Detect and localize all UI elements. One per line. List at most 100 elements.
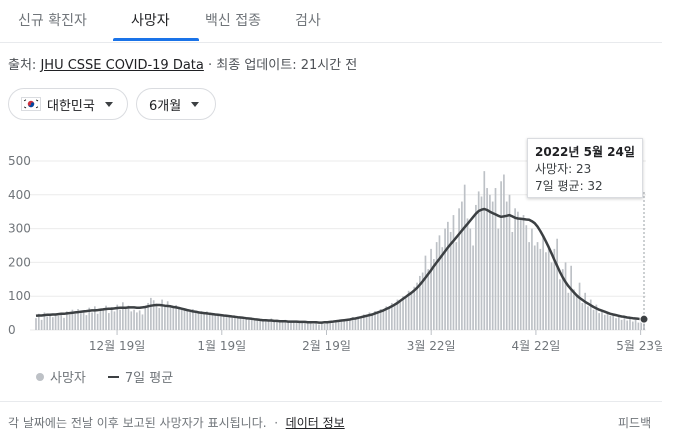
bar: [180, 309, 183, 330]
bar: [368, 312, 371, 330]
bar: [365, 315, 368, 330]
bar: [211, 313, 214, 330]
period-label: 6개월: [149, 98, 182, 114]
bar: [564, 262, 567, 330]
bar: [500, 181, 502, 330]
legend-avg: 7일 평균: [124, 371, 174, 386]
bar: [284, 319, 287, 330]
bar: [133, 309, 135, 330]
bar: [270, 318, 273, 330]
bar: [626, 320, 629, 330]
bar: [419, 275, 421, 330]
y-tick-label: 200: [8, 255, 31, 269]
bar: [312, 323, 315, 330]
bar: [441, 247, 444, 330]
bar: [374, 311, 376, 330]
bar: [54, 314, 57, 330]
bar: [547, 245, 550, 330]
bar: [242, 319, 245, 330]
bar: [96, 313, 99, 330]
bar: [108, 313, 110, 330]
bar: [214, 314, 217, 330]
bar: [220, 316, 222, 330]
bar: [334, 321, 337, 330]
bar: [74, 313, 77, 330]
bar: [250, 318, 253, 330]
bar: [609, 315, 612, 330]
bar: [68, 314, 71, 330]
bar: [63, 317, 65, 330]
bar: [144, 306, 147, 330]
tab-tests[interactable]: 검사: [295, 13, 321, 29]
hover-point: [639, 314, 649, 324]
bar: [43, 312, 46, 330]
bar: [172, 307, 175, 330]
bar: [315, 323, 318, 330]
bar: [399, 301, 402, 330]
bar: [589, 299, 592, 330]
x-tick-label: 4월 22일: [512, 339, 561, 353]
data-info-link[interactable]: 데이터 정보: [285, 416, 345, 430]
bar: [169, 306, 172, 330]
bar: [278, 321, 281, 330]
bar: [150, 297, 152, 330]
bar: [634, 319, 637, 330]
bar: [71, 309, 74, 330]
bar: [192, 309, 194, 330]
bar: [553, 248, 556, 330]
bar: [186, 310, 189, 330]
tab-new-cases[interactable]: 신규 확진자: [18, 13, 87, 29]
bar: [598, 313, 601, 330]
bar: [405, 298, 407, 330]
bar: [458, 208, 460, 330]
bar: [197, 313, 200, 330]
source-prefix: 출처:: [8, 58, 37, 73]
bar: [514, 208, 516, 330]
source-link[interactable]: JHU CSSE COVID-19 Data: [40, 58, 204, 73]
tab-vaccination[interactable]: 백신 접종: [205, 13, 261, 29]
bar: [575, 296, 578, 330]
bar: [578, 282, 581, 330]
bar: [264, 319, 267, 330]
bar: [475, 204, 477, 330]
tooltip-deaths: 사망자: 23: [535, 162, 592, 176]
feedback-link[interactable]: 피드백: [618, 416, 652, 430]
bar: [354, 319, 357, 330]
bar: [643, 322, 645, 330]
bar: [522, 215, 525, 330]
x-tick-label: 5월 23일: [616, 339, 662, 353]
footer-note-text: 각 날짜에는 전날 이후 보고된 사망자가 표시됩니다.: [8, 416, 267, 430]
bar: [306, 321, 309, 330]
y-tick-label: 300: [8, 222, 31, 236]
bar: [430, 248, 432, 330]
bar: [91, 312, 93, 330]
bar: [623, 316, 626, 330]
bar: [37, 313, 40, 330]
tab-bar: 신규 확진자 사망자 백신 접종 검사: [0, 0, 662, 43]
bar: [79, 313, 82, 330]
bar: [379, 309, 382, 330]
bar: [371, 313, 374, 330]
bar: [340, 319, 343, 330]
period-dropdown[interactable]: 6개월: [136, 88, 216, 120]
bar: [511, 231, 514, 330]
bar: [573, 289, 575, 330]
bar: [323, 323, 326, 330]
bar: [519, 218, 522, 330]
bar: [376, 313, 379, 330]
y-tick-label: 100: [8, 289, 31, 303]
bar: [606, 311, 609, 330]
bar: [517, 211, 519, 330]
bar: [357, 316, 360, 330]
bar: [469, 228, 472, 330]
bar: [127, 305, 130, 330]
tab-deaths[interactable]: 사망자: [131, 13, 170, 29]
bar: [617, 314, 620, 330]
bar: [236, 318, 239, 330]
bar: [615, 318, 617, 330]
region-dropdown[interactable]: 대한민국: [8, 88, 128, 120]
deaths-chart[interactable]: 0 100 200 300 400 500 12월 19일 1월 19일 2월 19일 3월 22…: [0, 130, 662, 355]
bar: [130, 311, 133, 330]
bar: [531, 228, 533, 330]
bar: [477, 191, 480, 330]
